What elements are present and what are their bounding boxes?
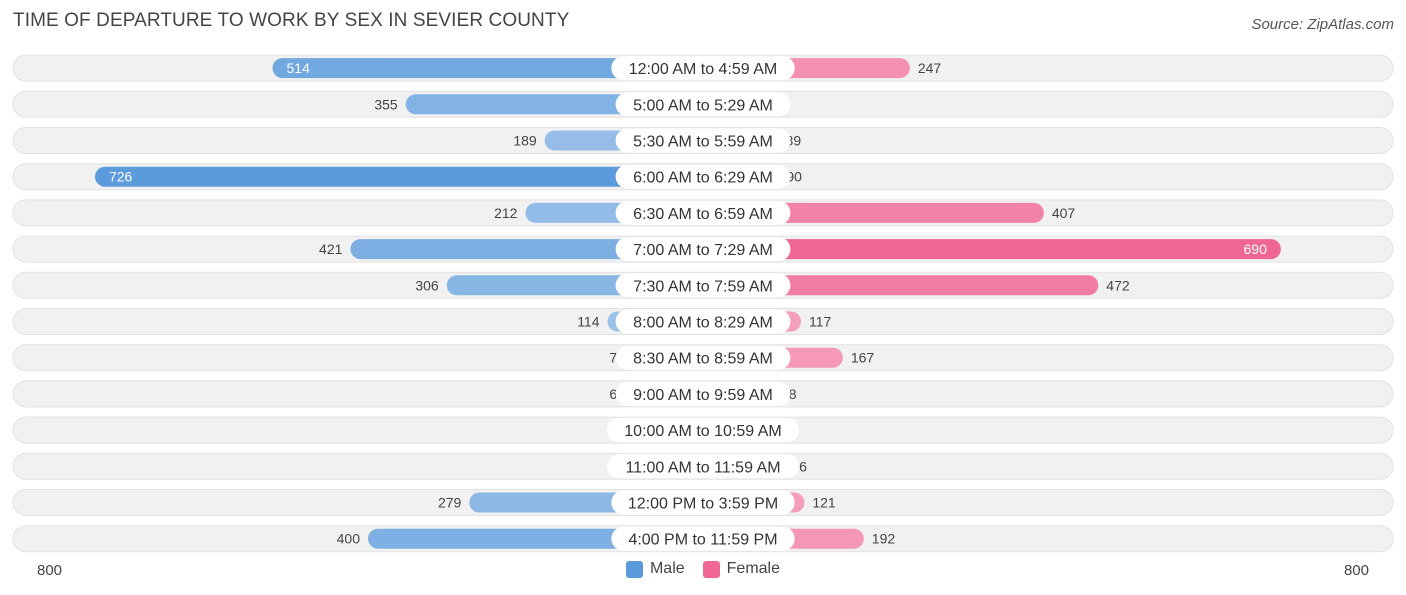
category-pill (615, 128, 791, 153)
female-value-label: 407 (1052, 205, 1076, 221)
axis-right-label: 800 (1343, 562, 1369, 579)
category-label: 5:30 AM to 5:59 AM (633, 134, 773, 151)
legend-swatch-male (625, 560, 643, 578)
male-bar (272, 58, 703, 79)
category-pill (615, 273, 791, 298)
male-value-label: 189 (513, 133, 537, 149)
category-label: 12:00 AM to 4:59 AM (629, 61, 778, 78)
female-value-label: 90 (786, 169, 802, 185)
category-label: 8:30 AM to 8:59 AM (633, 351, 773, 368)
category-label: 9:00 AM to 9:59 AM (633, 387, 773, 404)
category-label: 10:00 AM to 10:59 AM (624, 423, 781, 440)
female-value-label: 690 (1244, 241, 1268, 257)
legend: Male Female (0, 560, 1406, 578)
category-pill (607, 454, 799, 479)
axis-left-label: 800 (37, 562, 63, 579)
category-label: 6:30 AM to 6:59 AM (633, 206, 773, 223)
category-label: 7:00 AM to 7:29 AM (633, 242, 773, 259)
category-pill (615, 309, 791, 334)
male-value-label: 212 (494, 205, 518, 221)
category-pill (615, 200, 791, 225)
male-value-label: 355 (374, 96, 398, 112)
female-value-label: 167 (851, 350, 875, 366)
legend-label-female: Female (726, 560, 781, 577)
female-value-label: 247 (918, 60, 942, 76)
male-value-label: 279 (438, 495, 462, 511)
legend-item-male: Male (625, 560, 685, 578)
male-bar (350, 239, 703, 260)
male-bar (94, 166, 704, 187)
female-value-label: 121 (812, 495, 836, 511)
category-pill (611, 526, 795, 551)
female-value-label: 192 (872, 531, 896, 547)
category-pill (615, 381, 791, 406)
male-value-label: 400 (337, 531, 361, 547)
male-value-label: 514 (287, 60, 311, 76)
female-bar (703, 275, 1099, 296)
legend-swatch-female (702, 560, 720, 578)
category-pill (611, 490, 795, 515)
category-pill (615, 92, 791, 117)
category-pill (611, 56, 795, 81)
female-value-label: 472 (1106, 277, 1130, 293)
legend-item-female: Female (702, 560, 781, 578)
category-label: 7:30 AM to 7:59 AM (633, 278, 773, 295)
male-value-label: 726 (109, 169, 133, 185)
category-label: 11:00 AM to 11:59 AM (625, 459, 780, 476)
male-value-label: 114 (577, 314, 600, 330)
category-label: 8:00 AM to 8:29 AM (633, 315, 773, 332)
category-pill (615, 164, 791, 189)
category-pill (607, 418, 799, 443)
male-value-label: 421 (319, 241, 343, 257)
male-value-label: 306 (415, 277, 439, 293)
female-bar (703, 239, 1281, 260)
category-label: 4:00 PM to 11:59 PM (628, 532, 777, 549)
category-label: 6:00 AM to 6:29 AM (633, 170, 773, 187)
category-label: 12:00 PM to 3:59 PM (628, 496, 778, 513)
female-value-label: 117 (809, 314, 832, 330)
source-label: Source: ZipAtlas.com (1251, 16, 1394, 33)
category-pill (615, 237, 791, 262)
category-pill (615, 345, 791, 370)
legend-label-male: Male (649, 560, 685, 577)
chart-title: TIME OF DEPARTURE TO WORK BY SEX IN SEVI… (13, 10, 570, 31)
category-label: 5:00 AM to 5:29 AM (633, 97, 773, 114)
